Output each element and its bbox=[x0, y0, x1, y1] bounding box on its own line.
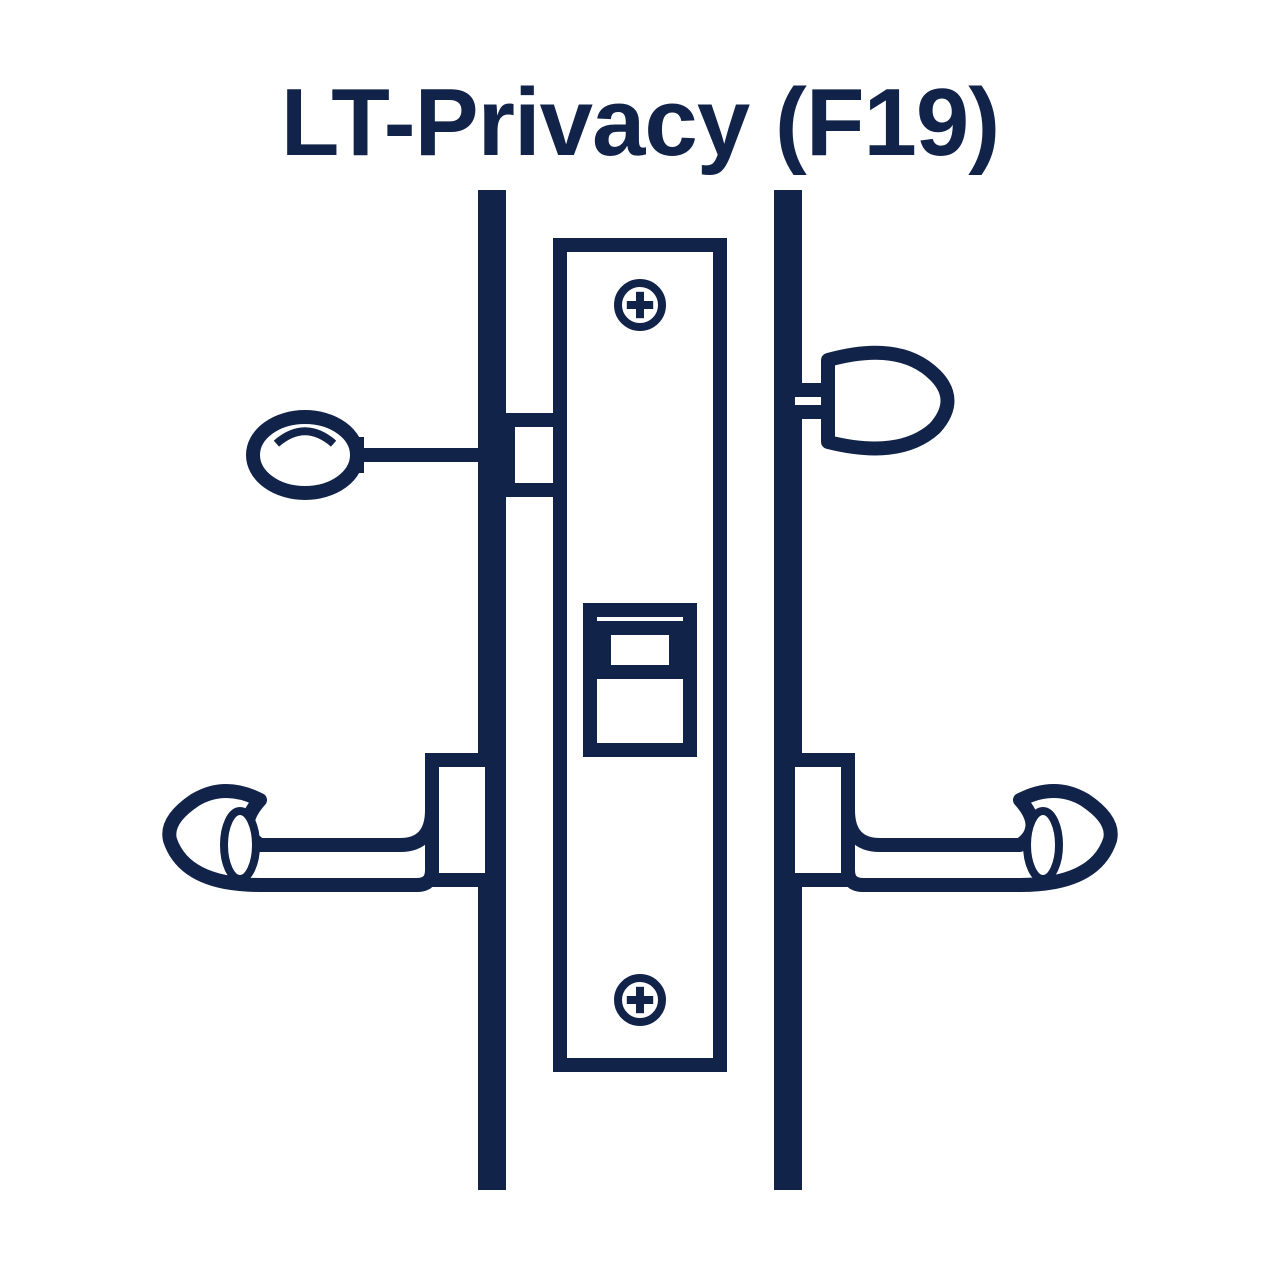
emergency-key bbox=[253, 417, 492, 493]
diagram-canvas: LT-Privacy (F19) bbox=[0, 0, 1280, 1280]
lever-handle-right bbox=[848, 790, 1111, 885]
lever-rose-left bbox=[432, 760, 492, 880]
lock-diagram-svg bbox=[0, 0, 1280, 1280]
lever-rose-right bbox=[788, 760, 848, 880]
lever-end-left bbox=[224, 811, 256, 879]
lever-end-right bbox=[1027, 811, 1059, 879]
thumbturn bbox=[788, 353, 948, 449]
deadbolt-guide bbox=[508, 420, 560, 490]
latch-bolt bbox=[604, 628, 676, 672]
lever-handle-left bbox=[169, 790, 432, 885]
faceplate-screw-top bbox=[618, 283, 662, 327]
faceplate-screw-bottom bbox=[618, 978, 662, 1022]
